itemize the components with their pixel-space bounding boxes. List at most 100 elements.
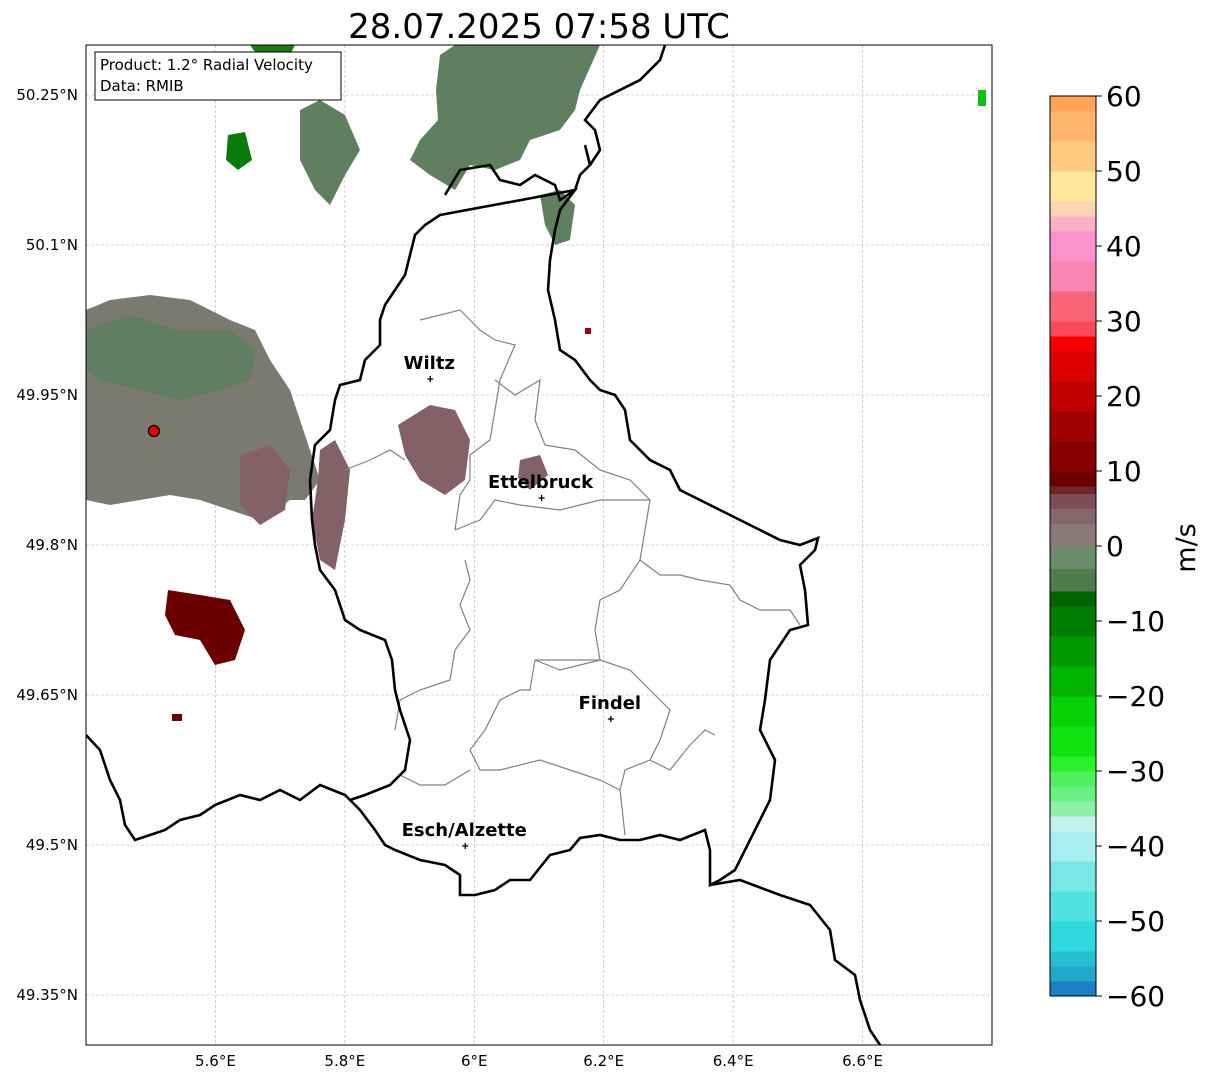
colorbar-tick-label: −50: [1106, 905, 1165, 938]
colorbar-segment: [1050, 891, 1096, 922]
info-product: Product: 1.2° Radial Velocity: [100, 56, 313, 74]
city-markers: Wiltz Ettelbruck Findel Esch/Alzette: [402, 353, 642, 849]
colorbar: [1050, 96, 1096, 997]
figure-title: 28.07.2025 07:58 UTC: [348, 7, 730, 47]
lat-tick-label: 49.8°N: [26, 536, 78, 554]
colorbar-segment: [1050, 231, 1096, 262]
info-box: Product: 1.2° Radial Velocity Data: RMIB: [94, 51, 342, 101]
echo-cluster-west-mid: [312, 440, 350, 570]
colorbar-tick-label: 20: [1106, 380, 1142, 413]
colorbar-segment: [1050, 606, 1096, 637]
colorbar-segment: [1050, 523, 1096, 547]
colorbar-tick-label: 0: [1106, 530, 1124, 563]
colorbar-segment: [1050, 861, 1096, 892]
colorbar-segment: [1050, 786, 1096, 802]
echo-cell-green-east: [978, 90, 986, 106]
city-label: Ettelbruck: [488, 472, 594, 493]
colorbar-segment: [1050, 801, 1096, 817]
colorbar-segment: [1050, 486, 1096, 494]
colorbar-segment: [1050, 756, 1096, 772]
city-wiltz: Wiltz: [404, 353, 455, 382]
echo-cluster-ettelbruck: [518, 455, 548, 490]
colorbar-segment: [1050, 591, 1096, 607]
colorbar-tick-label: 50: [1106, 155, 1142, 188]
colorbar-segment: [1050, 291, 1096, 322]
colorbar-segment: [1050, 493, 1096, 509]
lon-tick-label: 6.4°E: [713, 1052, 754, 1070]
colorbar-tick-label: 10: [1106, 455, 1142, 488]
city-esch-alzette: Esch/Alzette: [402, 820, 527, 849]
country-border-luxembourg: [308, 144, 820, 897]
echo-cluster-radar-pink: [240, 445, 290, 525]
colorbar-segment: [1050, 216, 1096, 232]
city-findel: Findel: [579, 693, 642, 722]
colorbar-segment: [1050, 321, 1096, 337]
colorbar-segment: [1050, 771, 1096, 787]
longitude-tick-labels: 5.6°E 5.8°E 6°E 6.2°E 6.4°E 6.6°E: [195, 1052, 883, 1070]
lat-tick-label: 50.25°N: [16, 86, 78, 104]
echo-cluster-center: [398, 405, 470, 495]
city-label: Esch/Alzette: [402, 820, 527, 841]
colorbar-tick-label: −40: [1106, 830, 1165, 863]
lat-tick-label: 49.95°N: [16, 386, 78, 404]
lon-tick-label: 5.6°E: [195, 1052, 236, 1070]
echo-cluster-radar-green: [86, 315, 255, 400]
canton-boundaries: [344, 309, 801, 836]
radar-echoes: [86, 45, 986, 721]
echo-cluster-northeast: [410, 45, 600, 190]
colorbar-segment: [1050, 981, 1096, 997]
colorbar-segment: [1050, 568, 1096, 592]
city-ettelbruck: Ettelbruck: [488, 472, 594, 501]
colorbar-segment: [1050, 636, 1096, 667]
lon-tick-label: 6°E: [461, 1052, 488, 1070]
colorbar-tick-label: −60: [1106, 980, 1165, 1013]
colorbar-segment: [1050, 201, 1096, 217]
echo-cell-small: [172, 714, 182, 721]
lon-tick-label: 5.8°E: [324, 1052, 365, 1070]
country-border-germany-east: [583, 45, 882, 1045]
city-label: Findel: [579, 693, 642, 714]
colorbar-segment: [1050, 336, 1096, 352]
colorbar-segment: [1050, 816, 1096, 832]
city-label: Wiltz: [404, 353, 455, 374]
lon-tick-label: 6.2°E: [583, 1052, 624, 1070]
lat-tick-label: 49.5°N: [26, 836, 78, 854]
colorbar-segment: [1050, 726, 1096, 757]
map-gridlines: [86, 45, 992, 1045]
lat-tick-label: 49.35°N: [16, 986, 78, 1004]
echo-cluster-north-green: [226, 132, 252, 170]
colorbar-segment: [1050, 921, 1096, 952]
echo-cluster-north: [300, 100, 360, 205]
colorbar-tick-labels: 60 50 40 30 20 10 0 −10 −20 −30 −40 −50 −60: [1096, 80, 1165, 1013]
colorbar-segment: [1050, 411, 1096, 442]
colorbar-segment: [1050, 171, 1096, 202]
colorbar-tick-label: −20: [1106, 680, 1165, 713]
country-border-france-belgium: [86, 734, 351, 842]
colorbar-segment: [1050, 696, 1096, 727]
map-frame: [85, 44, 993, 1046]
colorbar-segment: [1050, 831, 1096, 862]
latitude-tick-labels: 50.25°N 50.1°N 49.95°N 49.8°N 49.65°N 49.5°N 4…: [16, 86, 78, 1004]
colorbar-tick-label: −10: [1106, 605, 1165, 638]
colorbar-tick-label: −30: [1106, 755, 1165, 788]
colorbar-segment: [1050, 441, 1096, 472]
colorbar-segment: [1050, 351, 1096, 382]
colorbar-unit-label: m/s: [1171, 523, 1202, 572]
colorbar-tick-label: 40: [1106, 230, 1142, 263]
radar-site-marker: [147, 424, 161, 438]
lat-tick-label: 50.1°N: [26, 236, 78, 254]
colorbar-segment: [1050, 666, 1096, 697]
colorbar-segment: [1050, 381, 1096, 412]
colorbar-tick-label: 30: [1106, 305, 1142, 338]
colorbar-segment: [1050, 508, 1096, 524]
colorbar-segment: [1050, 966, 1096, 982]
lon-tick-label: 6.6°E: [842, 1052, 883, 1070]
lat-tick-label: 49.65°N: [16, 686, 78, 704]
colorbar-tick-label: 60: [1106, 80, 1142, 113]
info-data-source: Data: RMIB: [100, 77, 184, 95]
colorbar-segment: [1050, 471, 1096, 487]
echo-cell-red: [585, 328, 591, 334]
colorbar-segment: [1050, 546, 1096, 569]
echo-cluster-red: [165, 590, 245, 665]
